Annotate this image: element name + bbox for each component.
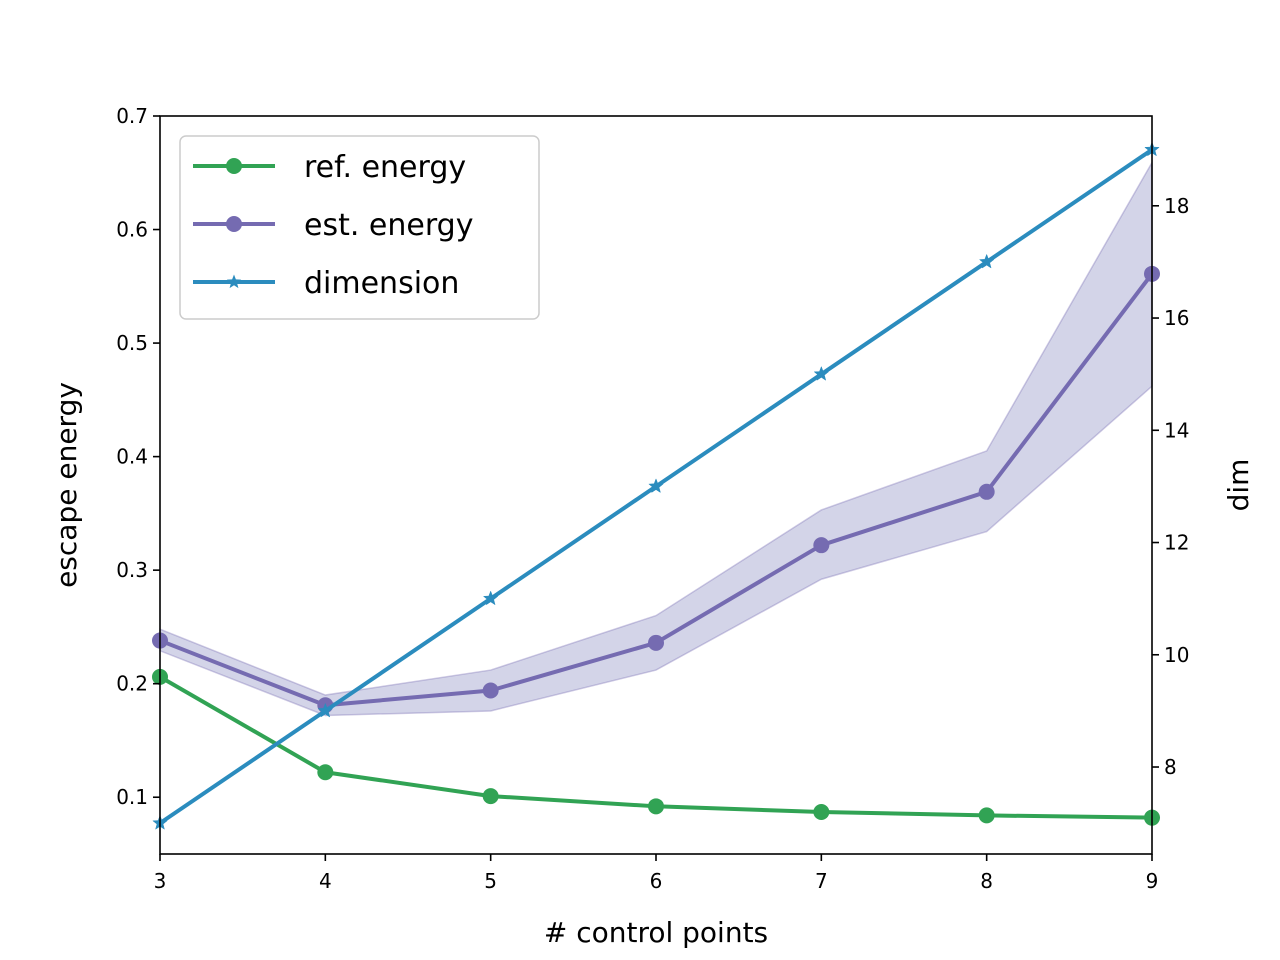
x-tick-label: 3 [154, 869, 167, 893]
y2-tick-label: 14 [1164, 418, 1189, 442]
legend: ref. energy est. energy dimension [179, 135, 540, 320]
data-point-ref-energy [482, 788, 499, 805]
data-point-est-energy [648, 634, 664, 651]
y-tick-label: 0.7 [116, 104, 148, 128]
legend-entry-ref-energy: ref. energy [193, 150, 466, 185]
legend-label: dimension [304, 266, 459, 301]
x-axis: 3 4 5 6 7 8 9 [154, 854, 1159, 893]
x-tick-label: 7 [815, 869, 828, 893]
y2-tick-label: 12 [1164, 531, 1189, 555]
data-point-ref-energy [648, 798, 664, 815]
legend-box [179, 135, 540, 320]
y-axis-title: escape energy [50, 382, 83, 588]
data-point-ref-energy [317, 764, 334, 781]
data-point-dimension [317, 702, 334, 718]
data-point-est-energy [978, 483, 995, 500]
y2-tick-label: 16 [1164, 306, 1189, 330]
y2-tick-label: 10 [1164, 643, 1189, 667]
legend-marker [226, 158, 242, 174]
y-axis-left: 0.1 0.2 0.3 0.4 0.5 0.6 0.7 [116, 104, 160, 809]
y-tick-label: 0.6 [116, 218, 148, 242]
x-tick-label: 5 [484, 869, 497, 893]
data-point-est-energy [482, 682, 499, 699]
x-tick-label: 4 [319, 869, 332, 893]
legend-entry-est-energy: est. energy [193, 208, 473, 243]
y2-tick-label: 18 [1164, 194, 1189, 218]
x-tick-label: 9 [1146, 869, 1159, 893]
data-point-dimension [813, 365, 830, 381]
legend-label: ref. energy [304, 150, 466, 185]
legend-marker [226, 216, 242, 232]
legend-marker [226, 274, 242, 289]
y2-tick-label: 8 [1164, 755, 1177, 779]
y-tick-label: 0.1 [116, 785, 148, 809]
data-point-dimension [648, 478, 664, 494]
data-point-est-energy [813, 537, 830, 554]
data-point-dimension [482, 590, 499, 606]
y-tick-label: 0.3 [116, 558, 148, 582]
data-point-ref-energy [978, 807, 995, 824]
data-point-dimension [978, 253, 995, 269]
x-axis-title: # control points [544, 916, 768, 949]
legend-entries: ref. energy est. energy dimension [193, 150, 473, 301]
legend-label: est. energy [304, 208, 473, 243]
legend-entry-dimension: dimension [193, 266, 459, 301]
y-tick-label: 0.5 [116, 331, 148, 355]
x-tick-label: 8 [980, 869, 993, 893]
y-tick-label: 0.2 [116, 672, 148, 696]
data-point-ref-energy [813, 803, 830, 820]
y2-axis-title: dim [1222, 459, 1255, 512]
x-tick-label: 6 [650, 869, 663, 893]
y-axis-right: 8 10 12 14 16 18 [1152, 194, 1189, 779]
y-tick-label: 0.4 [116, 445, 148, 469]
